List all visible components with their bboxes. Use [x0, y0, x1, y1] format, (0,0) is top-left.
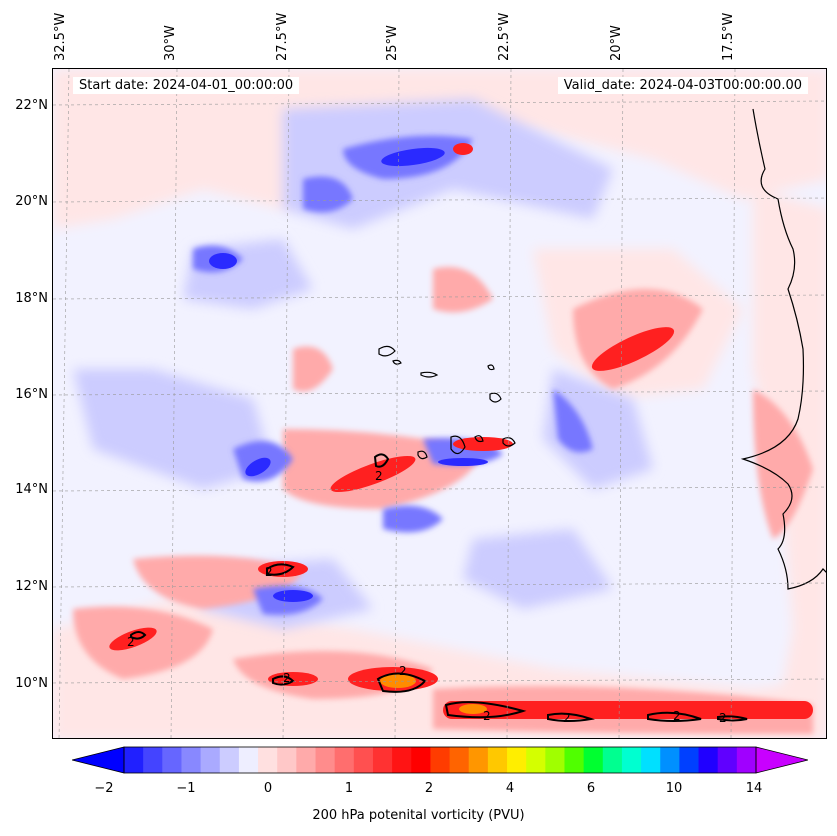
colorbar-cell: [641, 747, 661, 773]
colorbar-outline: [123, 746, 757, 774]
colorbar-cell: [238, 747, 259, 773]
colorbar-cell: [315, 747, 336, 773]
colorbar-tick-label: 4: [505, 781, 515, 796]
lat-label-14n: 14°N: [15, 482, 48, 497]
weak-negative-areas: [73, 99, 653, 629]
lat-label-16n: 16°N: [15, 387, 48, 402]
colorbar-cell: [143, 747, 163, 773]
gridlines: [53, 69, 826, 738]
contour-label: 2: [265, 565, 273, 579]
colorbar-tick-label: −2: [94, 781, 114, 796]
colorbar-tick-label: 2: [424, 781, 434, 796]
colorbar-cell: [296, 747, 317, 773]
pv-field: [53, 69, 826, 738]
colorbar-cell: [277, 747, 297, 773]
colorbar-title: 200 hPa potenital vorticity (PVU): [312, 808, 525, 823]
colorbar-cell: [602, 747, 623, 773]
lon-label-27-5w: 27.5°W: [275, 12, 290, 61]
lon-label-30w: 30°W: [163, 25, 178, 61]
start-date-annotation: Start date: 2024-04-01_00:00:00: [73, 77, 300, 94]
contour-label: 2: [127, 635, 135, 649]
colorbar-cell: [200, 747, 221, 773]
colorbar-cell: [736, 747, 757, 773]
colorbar-tick-label: 1: [344, 781, 354, 796]
contour-label: 2: [375, 469, 383, 483]
colorbar-cell: [124, 747, 144, 773]
colorbar-cell: [334, 747, 355, 773]
valid-date-annotation: Valid_date: 2024-04-03T00:00:00.00: [557, 77, 808, 94]
cape-verde-islands: [378, 345, 516, 460]
colorbar-cell: [717, 747, 738, 773]
colorbar-high-extension: [755, 746, 808, 774]
colorbar-cell: [258, 747, 278, 773]
colorbar-cell: [392, 747, 412, 773]
lon-label-22-5w: 22.5°W: [497, 12, 512, 61]
colorbar-cells: [124, 747, 757, 773]
colorbar-tick-label: 14: [745, 781, 763, 796]
colorbar-cell: [621, 747, 642, 773]
colorbar-cell: [526, 747, 546, 773]
lon-label-25w: 25°W: [385, 25, 400, 61]
colorbar-tick-label: 0: [263, 781, 273, 796]
lat-label-22n: 22°N: [15, 98, 48, 113]
colorbar-cell: [372, 747, 393, 773]
colorbar-cell: [507, 747, 527, 773]
colorbar-tick-label: 10: [665, 781, 683, 796]
contour-label: 2: [719, 711, 727, 725]
colorbar-cell: [411, 747, 431, 773]
africa-coastline: [740, 108, 826, 590]
strong-negative-areas: [209, 147, 488, 602]
colorbar-tick-label: −1: [176, 781, 196, 796]
lat-label-18n: 18°N: [15, 291, 48, 306]
contour-label: 2: [483, 709, 491, 723]
colorbar-cell: [162, 747, 182, 773]
contour-label: 2: [673, 709, 681, 723]
colorbar-cell: [449, 747, 470, 773]
lon-label-17-5w: 17.5°W: [721, 12, 736, 61]
colorbar-cell: [487, 747, 508, 773]
lon-label-32-5w: 32.5°W: [53, 12, 68, 61]
high-pv-cores: [380, 674, 487, 714]
colorbar-cell: [353, 747, 374, 773]
colorbar-low-extension: [72, 746, 125, 774]
lat-label-20n: 20°N: [15, 194, 48, 209]
map-panel: 2 2 2 2 2 2 2 2 2 Start date: 2024-04-01…: [52, 68, 827, 739]
colorbar-cell: [181, 747, 202, 773]
contour-label: 2: [563, 711, 571, 725]
pv-contours: [130, 453, 748, 722]
colorbar-cell: [430, 747, 451, 773]
colorbar-tick-label: 6: [586, 781, 596, 796]
colorbar-cell: [545, 747, 565, 773]
colorbar-cell: [660, 747, 680, 773]
lat-label-12n: 12°N: [15, 579, 48, 594]
colorbar-cell: [564, 747, 585, 773]
colorbar: [72, 746, 808, 774]
colorbar-cell: [698, 747, 719, 773]
lat-label-10n: 10°N: [15, 676, 48, 691]
colorbar-cell: [468, 747, 489, 773]
colorbar-cell: [219, 747, 240, 773]
colorbar-cell: [679, 747, 700, 773]
lon-label-20w: 20°W: [609, 25, 624, 61]
colorbar-cell: [583, 747, 604, 773]
contour-label: 2: [283, 671, 291, 685]
contour-label: 2: [399, 664, 407, 678]
